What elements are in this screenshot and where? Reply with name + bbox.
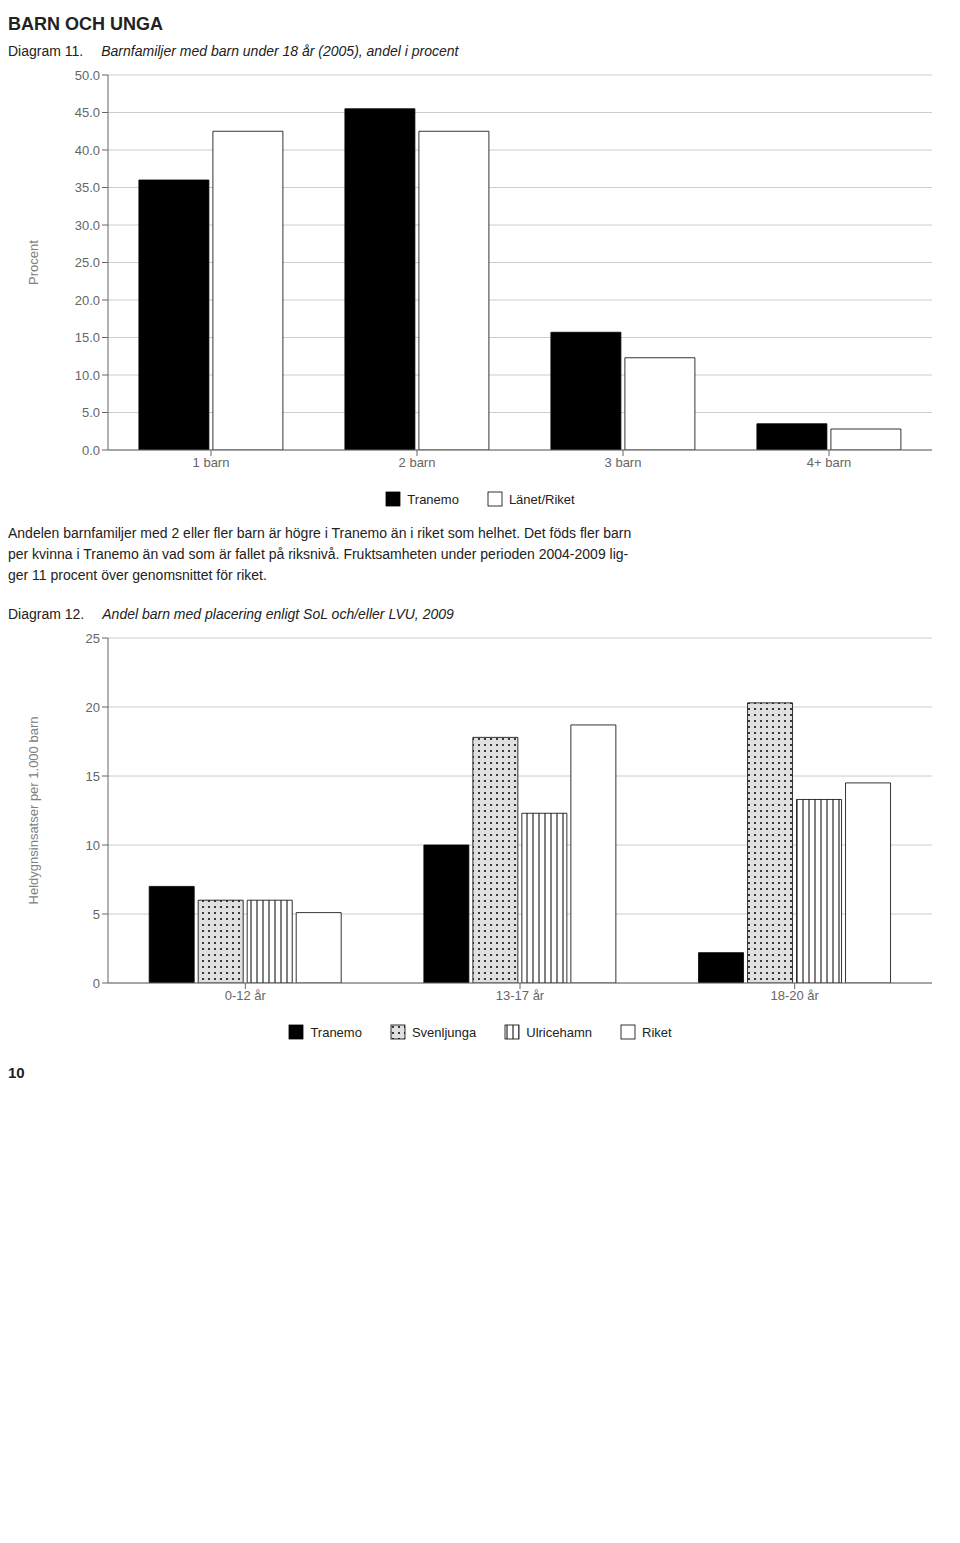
svg-text:2 barn: 2 barn [399,455,436,470]
svg-text:4+ barn: 4+ barn [807,455,851,470]
svg-text:13-17 år: 13-17 år [496,988,545,1003]
svg-text:20.0: 20.0 [75,293,100,308]
svg-text:0: 0 [93,976,100,991]
svg-text:50.0: 50.0 [75,68,100,83]
svg-text:15.0: 15.0 [75,330,100,345]
svg-text:35.0: 35.0 [75,180,100,195]
svg-text:30.0: 30.0 [75,218,100,233]
svg-text:0.0: 0.0 [82,443,100,458]
html-text:Tranemo: Tranemo [310,1024,362,1040]
html-text:Andel barn med placering enlig: Andel barn med placering enligt SoL och/… [102,606,454,622]
html-text:Länet/Riket: Länet/Riket [508,491,575,507]
html-text:BARN OCH UNGA: BARN OCH UNGA [8,14,163,34]
html-text:per kvinna i Tranemo än vad so: per kvinna i Tranemo än vad som är falle… [8,546,629,562]
svg-text:10.0: 10.0 [75,368,100,383]
svg-text:40.0: 40.0 [75,143,100,158]
svg-text:Procent: Procent [26,240,41,285]
svg-text:45.0: 45.0 [75,105,100,120]
html-text:Barnfamiljer med barn under 18: Barnfamiljer med barn under 18 år (2005)… [101,43,459,59]
html-text:Andelen barnfamiljer med 2 ell: Andelen barnfamiljer med 2 eller fler ba… [8,525,632,541]
svg-text:25.0: 25.0 [75,255,100,270]
svg-text:18-20 år: 18-20 år [770,988,819,1003]
svg-text:15: 15 [86,769,100,784]
html-text:Tranemo: Tranemo [407,491,459,507]
html-text:Svenljunga: Svenljunga [411,1024,477,1040]
svg-text:3 barn: 3 barn [605,455,642,470]
svg-text:5.0: 5.0 [82,405,100,420]
svg-text:Heldygnsinsatser per 1.000 bar: Heldygnsinsatser per 1.000 barn [26,717,41,905]
html-text:10: 10 [8,1064,25,1081]
svg-text:10: 10 [86,838,100,853]
html-text:ger 11 procent över genomsnitt: ger 11 procent över genomsnittet för rik… [8,567,267,583]
html-text:Diagram 12.: Diagram 12. [8,606,85,622]
svg-text:25: 25 [86,631,100,646]
html-text:Ulricehamn: Ulricehamn [526,1024,592,1040]
svg-text:1 barn: 1 barn [193,455,230,470]
svg-text:5: 5 [93,907,100,922]
html-text:Riket: Riket [642,1024,672,1040]
svg-text:0-12 år: 0-12 år [225,988,267,1003]
html-text:Diagram 11.: Diagram 11. [8,43,84,59]
svg-text:20: 20 [86,700,100,715]
